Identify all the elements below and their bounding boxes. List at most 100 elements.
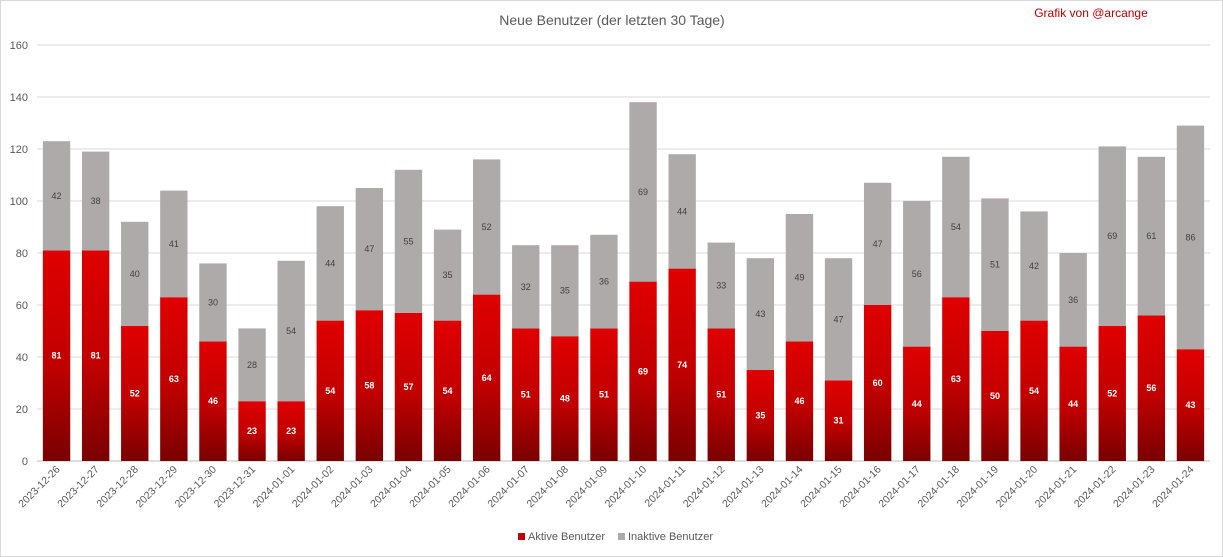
bar-active-users — [785, 341, 814, 461]
y-tick-label: 20 — [16, 404, 28, 416]
data-label-inactive: 36 — [599, 277, 609, 287]
bar-active-users — [81, 250, 110, 461]
data-label-active: 74 — [677, 360, 687, 370]
bar-inactive-users — [277, 260, 305, 402]
bar-active-users — [472, 294, 501, 461]
data-label-inactive: 35 — [443, 270, 453, 280]
data-label-active: 81 — [91, 351, 101, 361]
legend-item-inactive: Inaktive Benutzer — [618, 531, 713, 543]
legend: Aktive Benutzer Inaktive Benutzer — [518, 531, 713, 543]
bar-active-users — [942, 297, 970, 461]
bar-active-users — [863, 305, 892, 461]
data-label-active: 46 — [794, 396, 804, 406]
bar-inactive-users — [590, 234, 618, 329]
data-label-inactive: 47 — [364, 244, 374, 254]
y-tick-label: 80 — [16, 248, 28, 260]
data-label-inactive: 35 — [560, 286, 570, 296]
bars — [42, 102, 1205, 461]
y-tick-label: 60 — [16, 300, 28, 312]
data-label-inactive: 40 — [130, 269, 140, 279]
data-label-inactive: 47 — [834, 314, 844, 324]
bar-active-users — [668, 268, 696, 461]
y-tick-label: 160 — [10, 40, 28, 52]
bar-inactive-users — [551, 245, 579, 337]
y-tick-label: 140 — [10, 92, 28, 104]
bar-active-users — [199, 341, 227, 461]
bar-active-users — [1059, 346, 1087, 461]
bar-active-users — [355, 310, 384, 461]
bar-active-users — [1098, 325, 1126, 461]
data-label-active: 81 — [52, 351, 62, 361]
y-tick-label: 0 — [22, 456, 28, 468]
gridlines — [37, 44, 1210, 462]
data-label-inactive: 43 — [755, 309, 765, 319]
bar-inactive-users — [1176, 125, 1205, 350]
data-label-inactive: 51 — [990, 260, 1000, 270]
data-label-inactive: 41 — [169, 239, 179, 249]
bar-active-users — [42, 250, 71, 461]
bar-inactive-users — [121, 221, 149, 326]
data-label-inactive: 54 — [951, 222, 961, 232]
bar-active-users — [316, 320, 344, 461]
data-label-active: 51 — [599, 390, 609, 400]
bar-inactive-users — [1059, 253, 1087, 347]
data-label-active: 60 — [873, 378, 883, 388]
data-label-inactive: 69 — [638, 187, 648, 197]
bar-inactive-users — [394, 169, 423, 313]
data-label-inactive: 33 — [716, 281, 726, 291]
bar-inactive-users — [707, 242, 735, 329]
data-label-active: 52 — [1107, 388, 1117, 398]
data-label-active: 69 — [638, 366, 648, 376]
data-labels: 81 42 81 38 52 40 63 41 46 30 23 28 23 54 54 44 58 47 57 55… — [52, 187, 1196, 436]
y-axis-ticks: 0 20 40 60 80 100 120 140 160 — [10, 40, 28, 468]
bar-active-users — [433, 320, 462, 461]
data-label-inactive: 38 — [91, 196, 101, 206]
data-label-active: 44 — [912, 399, 922, 409]
data-label-inactive: 42 — [52, 191, 62, 201]
data-label-inactive: 69 — [1107, 231, 1117, 241]
data-label-inactive: 61 — [1146, 231, 1156, 241]
data-label-active: 64 — [482, 373, 492, 383]
data-label-inactive: 36 — [1068, 295, 1078, 305]
bar-active-users — [512, 328, 540, 461]
data-label-active: 23 — [286, 426, 296, 436]
bar-inactive-users — [785, 214, 814, 342]
legend-label-active: Aktive Benutzer — [528, 531, 605, 543]
bar-inactive-users — [433, 229, 462, 321]
legend-swatch-inactive — [618, 533, 625, 540]
data-label-inactive: 44 — [325, 258, 335, 268]
data-label-active: 63 — [951, 374, 961, 384]
data-label-active: 57 — [403, 382, 413, 392]
bar-active-users — [1176, 349, 1205, 461]
bar-inactive-users — [472, 159, 501, 295]
bar-active-users — [238, 401, 266, 461]
data-label-active: 58 — [364, 381, 374, 391]
bar-inactive-users — [42, 141, 71, 251]
data-label-inactive: 56 — [912, 269, 922, 279]
bar-inactive-users — [1137, 156, 1166, 316]
bar-inactive-users — [81, 151, 110, 251]
data-label-active: 54 — [325, 386, 335, 396]
bar-active-users — [981, 331, 1009, 461]
bar-active-users — [551, 336, 579, 461]
data-label-active: 48 — [560, 394, 570, 404]
y-tick-label: 100 — [10, 196, 28, 208]
bar-active-users — [629, 281, 657, 461]
y-tick-label: 40 — [16, 352, 28, 364]
bar-inactive-users — [668, 154, 696, 269]
bar-active-users — [277, 401, 305, 461]
bar-inactive-users — [1020, 211, 1048, 321]
bar-active-users — [1137, 315, 1166, 461]
data-label-active: 51 — [716, 390, 726, 400]
bar-inactive-users — [903, 201, 931, 347]
data-label-active: 63 — [169, 374, 179, 384]
bar-active-users — [590, 328, 618, 461]
data-label-active: 51 — [521, 390, 531, 400]
bar-inactive-users — [1098, 146, 1126, 326]
bar-inactive-users — [824, 258, 853, 381]
data-label-inactive: 44 — [677, 206, 687, 216]
data-label-inactive: 42 — [1029, 261, 1039, 271]
data-label-active: 56 — [1146, 383, 1156, 393]
